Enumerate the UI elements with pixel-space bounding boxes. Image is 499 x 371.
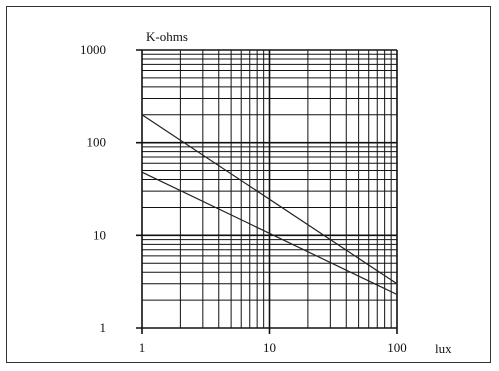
x-tick-label: 100 [387, 340, 407, 355]
x-tick-label: 10 [263, 340, 276, 355]
chart-frame: 1 10 100 1000 1 10 100 K-ohms lux [6, 6, 491, 363]
series-line-2 [141, 171, 398, 296]
series-lines [141, 114, 398, 296]
y-tick-label: 10 [93, 227, 106, 242]
y-tick-label: 100 [87, 135, 107, 150]
y-tick-label: 1 [100, 320, 107, 335]
series-line-1 [141, 114, 398, 285]
y-tick-label: 1000 [80, 42, 106, 57]
resistance-vs-lux-chart: 1 10 100 1000 1 10 100 K-ohms lux [80, 29, 452, 356]
x-axis-title: lux [435, 341, 452, 356]
grid [136, 49, 398, 334]
x-tick-label: 1 [139, 340, 146, 355]
tick-labels: 1 10 100 1000 1 10 100 [80, 42, 407, 355]
y-axis-title: K-ohms [146, 29, 188, 44]
